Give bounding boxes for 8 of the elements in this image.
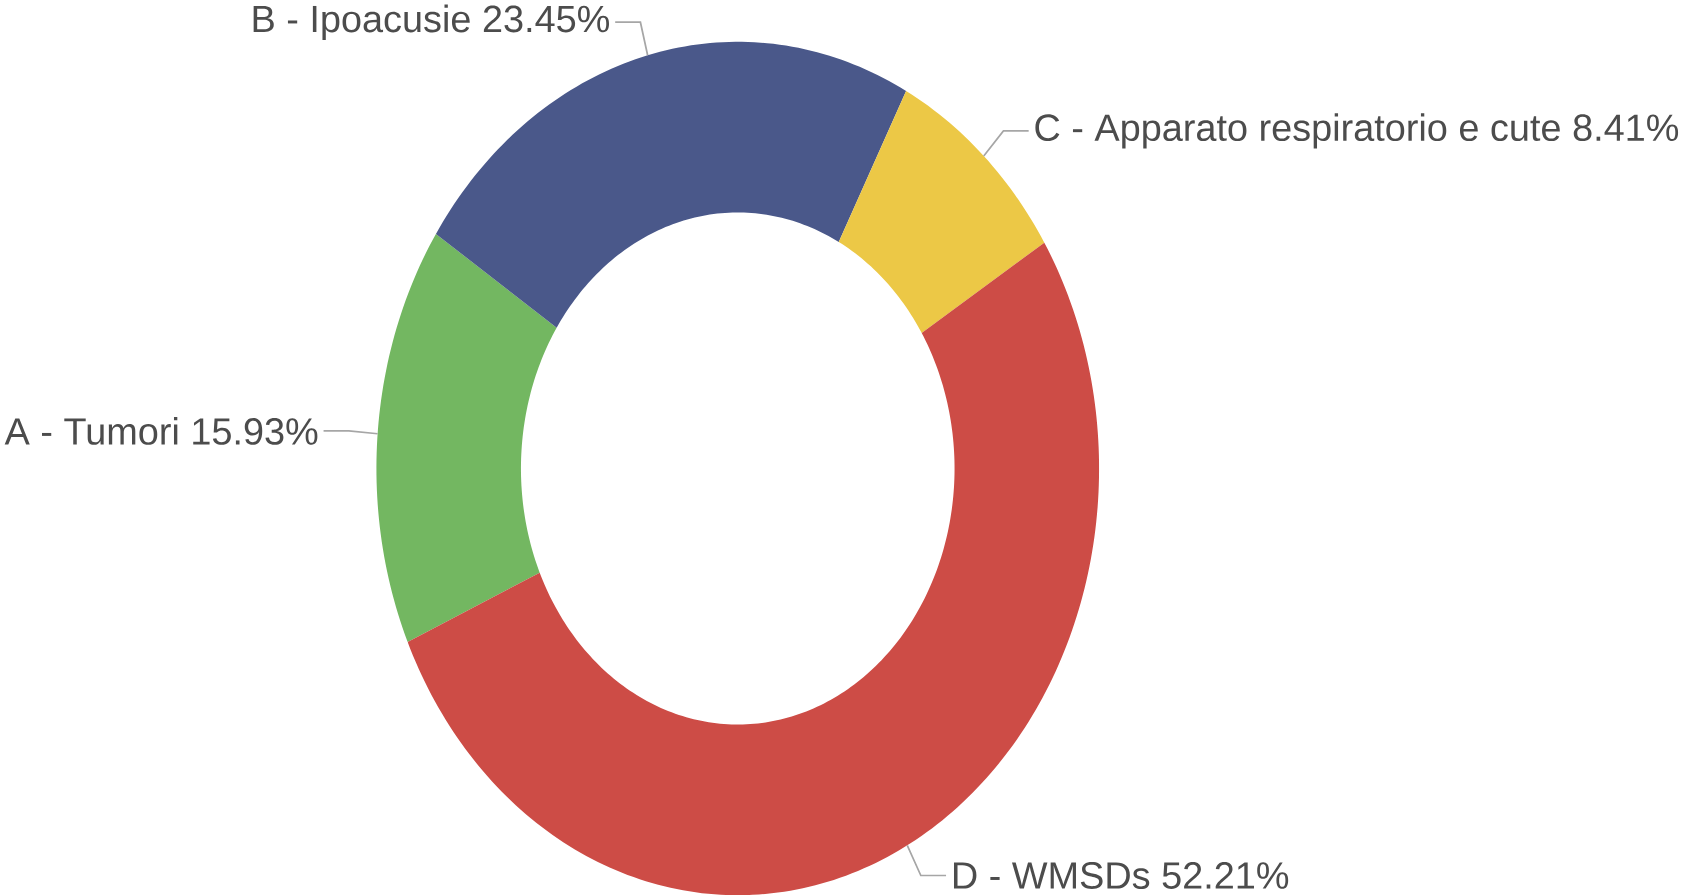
slice-label: A - Tumori: [4, 416, 178, 445]
data-label: 8.41%: [1573, 114, 1679, 142]
data-label: 23.45%: [483, 5, 609, 33]
slice-label: C - Apparato respiratorio e cute: [1035, 113, 1560, 149]
slice-label: D - WMSDs: [953, 862, 1150, 889]
data-label: 15.93%: [193, 417, 318, 445]
data-label: 52.21%: [1162, 862, 1289, 889]
slice-label: B - Ipoacusie: [253, 4, 470, 40]
